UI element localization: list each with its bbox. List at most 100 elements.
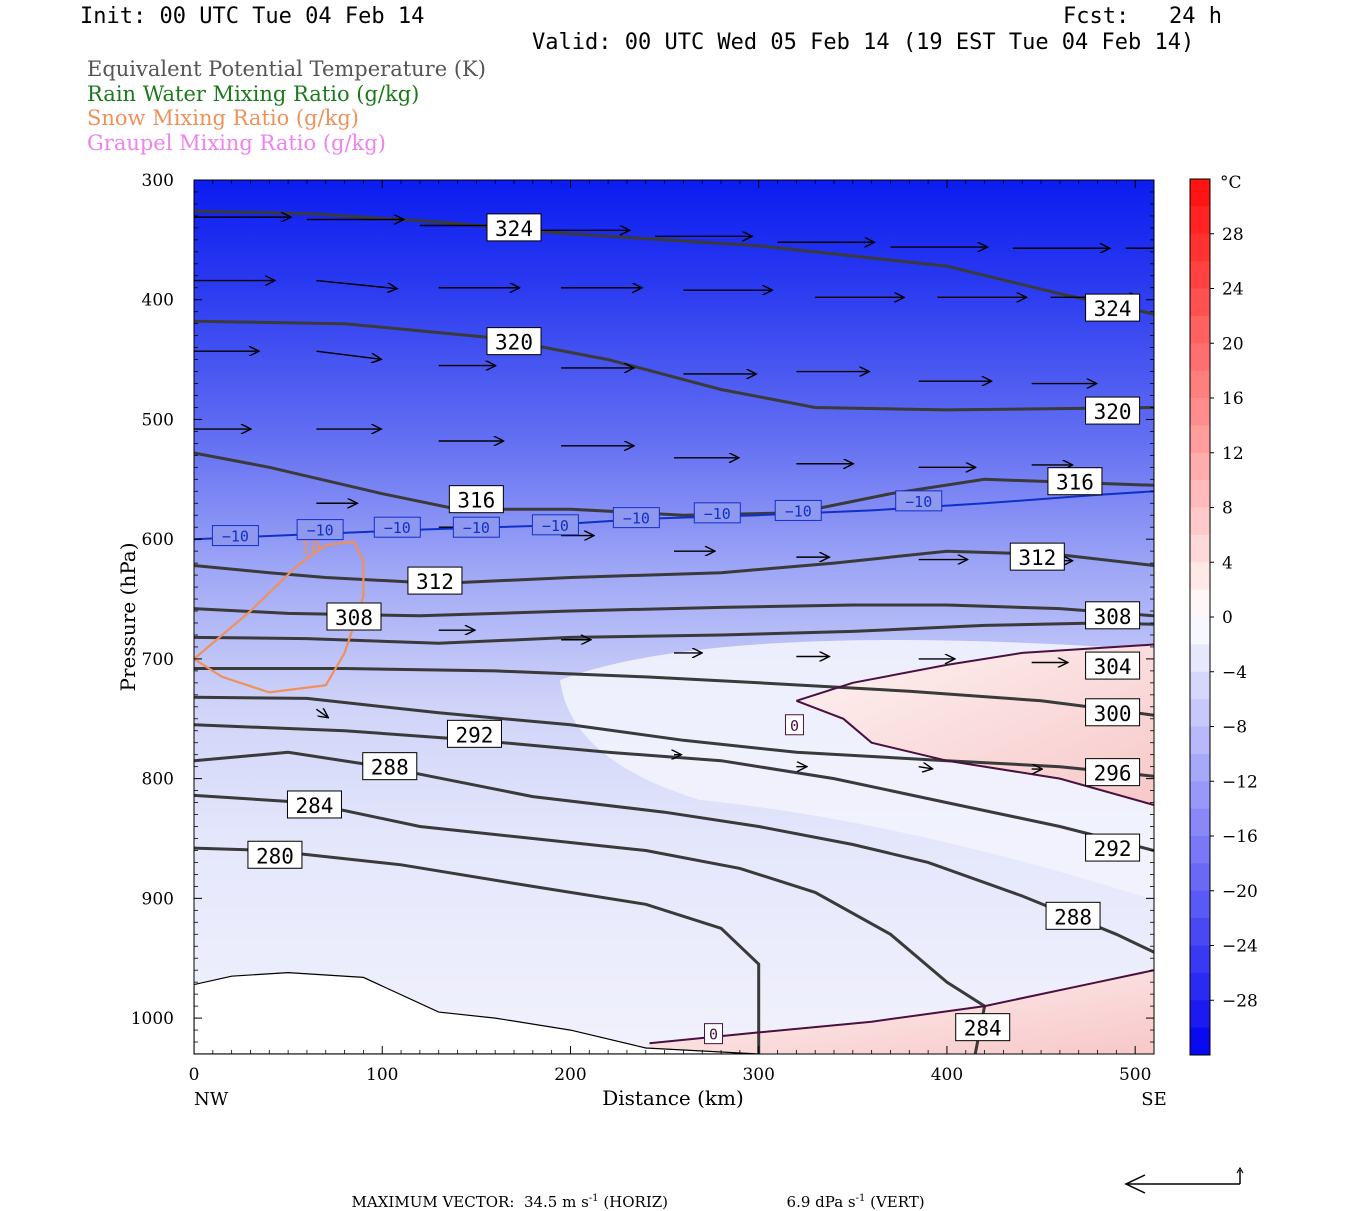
- theta-e-label: 288: [362, 752, 418, 781]
- isotherm-label: −10: [373, 516, 421, 538]
- colorbar-segment: [1190, 1027, 1210, 1056]
- horiz-exp: -1: [588, 1193, 599, 1204]
- colorbar-segment: [1190, 315, 1210, 344]
- colorbar-segment: [1190, 836, 1210, 864]
- theta-e-label-text: 300: [1094, 702, 1132, 726]
- theta-e-label-box: [1045, 901, 1101, 930]
- colorbar-tick-label: 28: [1222, 225, 1244, 245]
- theta-e-label: 280: [247, 840, 303, 869]
- max-vector-vert-unit: (VERT): [865, 1193, 925, 1211]
- colorbar-unit: °C: [1220, 173, 1242, 193]
- theta-e-label: 316: [1047, 467, 1103, 496]
- max-vector-horiz: 34.5 m s: [523, 1193, 589, 1211]
- colorbar-segment: [1190, 480, 1210, 508]
- isotherm-label-text: −10: [307, 522, 334, 540]
- theta-e-label-box: [486, 327, 542, 356]
- colorbar-segment: [1190, 589, 1210, 618]
- x-tick-label: 400: [931, 1065, 963, 1085]
- wind-vector: [918, 767, 932, 769]
- theta-e-label-text: 316: [457, 489, 495, 513]
- theta-e-label-box: [486, 213, 542, 242]
- y-tick-label: 1000: [131, 1009, 174, 1029]
- theta-e-label-box: [1085, 698, 1141, 727]
- colorbar-segment: [1190, 343, 1210, 372]
- theta-e-label-box: [448, 485, 504, 514]
- theta-e-contour-324: [194, 209, 1154, 316]
- isotherm-label: −10: [452, 516, 500, 538]
- colorbar-segment: [1190, 534, 1210, 563]
- theta-e-label-box: [446, 719, 502, 748]
- colorbar-tick-label: −12: [1222, 772, 1258, 792]
- isotherm-label: −10: [612, 507, 660, 529]
- theta-e-label-text: 324: [495, 217, 533, 241]
- max-vector-vert-text: 6.9 dPa s-1 (VERT): [777, 1175, 925, 1211]
- y-tick-label: 400: [142, 291, 174, 311]
- colorbar-segment: [1190, 288, 1210, 317]
- terrain: [194, 971, 759, 1054]
- max-vector-reference: [1124, 1166, 1244, 1194]
- colorbar-segment: [1190, 699, 1210, 727]
- theta-e-label: 284: [286, 790, 342, 819]
- colorbar-segment: [1190, 206, 1210, 235]
- theta-e-label-text: 284: [296, 794, 334, 818]
- colorbar-segment: [1190, 890, 1210, 919]
- isotherm-label-box: [296, 519, 344, 541]
- colorbar-tick-label: 24: [1222, 280, 1244, 300]
- theta-e-label-text: 304: [1094, 655, 1132, 679]
- colorbar-segment: [1190, 644, 1210, 673]
- wind-vector: [316, 350, 380, 359]
- theta-e-label-box: [1085, 601, 1141, 630]
- colorbar-tick-label: −4: [1222, 663, 1247, 683]
- isotherm-label: −10: [693, 502, 741, 524]
- isotherm-zero-label-text: 0: [709, 1026, 718, 1044]
- isotherm-label-text: −10: [463, 519, 490, 537]
- theta-e-label-text: 308: [1094, 605, 1132, 629]
- colorbar-segment: [1190, 945, 1210, 974]
- isotherm-label-box: [895, 490, 943, 512]
- theta-e-label-text: 288: [1054, 905, 1092, 929]
- colorbar-segment: [1190, 808, 1210, 837]
- theta-e-label-text: 316: [1056, 471, 1094, 495]
- y-tick-label: 800: [142, 770, 174, 790]
- isotherm-zero-upper: [796, 643, 1154, 702]
- colorbar-tick-label: −20: [1222, 882, 1258, 902]
- above-freezing-region-upper: [796, 644, 1154, 805]
- theta-e-label-text: 292: [456, 723, 494, 747]
- theta-e-label: 324: [1085, 293, 1141, 322]
- colorbar-segment: [1190, 233, 1210, 262]
- theta-e-contour-284: [194, 793, 987, 1054]
- theta-e-label-box: [362, 752, 418, 781]
- x-tick-label: 300: [742, 1065, 774, 1085]
- theta-e-label-text: 292: [1094, 837, 1132, 861]
- theta-e-label-box: [1047, 467, 1103, 496]
- isotherm-label-text: −10: [785, 502, 812, 520]
- theta-e-label-box: [407, 566, 463, 595]
- theta-e-label-text: 296: [1094, 762, 1132, 786]
- init-time: Init: 00 UTC Tue 04 Feb 14: [80, 4, 425, 29]
- theta-e-label-text: 284: [964, 1017, 1002, 1041]
- theta-e-label: 288: [1045, 901, 1101, 930]
- x-tick-label: 100: [366, 1065, 398, 1085]
- theta-e-label: 296: [1085, 758, 1141, 787]
- theta-e-label-box: [286, 790, 342, 819]
- colorbar-segment: [1190, 671, 1210, 700]
- colorbar-tick-label: 16: [1222, 389, 1244, 409]
- theta-e-label-text: 312: [1018, 546, 1056, 570]
- isotherm-zero-label: 0: [704, 1023, 724, 1045]
- theta-e-contour-296: [194, 695, 1154, 778]
- wind-vector: [316, 279, 396, 289]
- isotherm-label: −10: [296, 519, 344, 541]
- isotherm-zero-lower: [796, 699, 1154, 806]
- valid-time: Valid: 00 UTC Wed 05 Feb 14 (19 EST Tue …: [532, 30, 1195, 55]
- isotherm-label-text: −10: [623, 510, 650, 528]
- legend-graupel: Graupel Mixing Ratio (g/kg): [87, 131, 386, 155]
- isotherm-label: −10: [531, 514, 579, 536]
- vert-exp: -1: [855, 1193, 866, 1204]
- y-axis-title: Pressure (hPa): [116, 543, 140, 692]
- plot-frame: [193, 179, 1155, 1055]
- colorbar-segment: [1190, 562, 1210, 591]
- theta-e-contour-312: [194, 549, 1154, 586]
- colorbar-tick-label: 4: [1222, 553, 1233, 573]
- theta-e-label: 300: [1085, 698, 1141, 727]
